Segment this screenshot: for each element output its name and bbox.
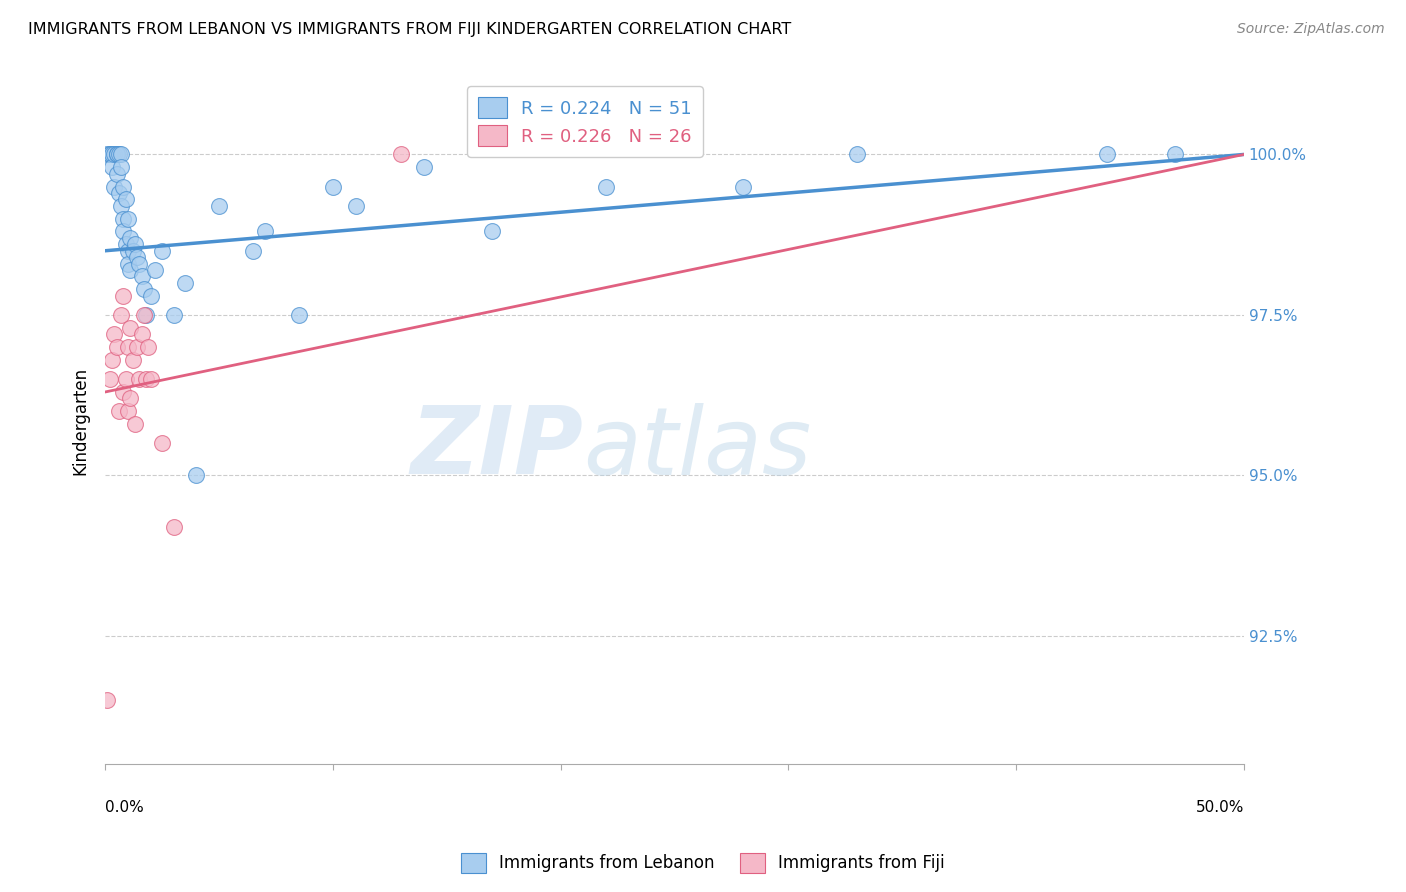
Text: Source: ZipAtlas.com: Source: ZipAtlas.com [1237, 22, 1385, 37]
Point [103, 179, 125, 194]
Point [105, 340, 128, 354]
Point [481, 225, 503, 239]
Point [101, 352, 124, 367]
Point [105, 147, 128, 161]
Point [124, 417, 146, 431]
Point [1095, 147, 1118, 161]
Point [121, 244, 143, 258]
Legend: Immigrants from Lebanon, Immigrants from Fiji: Immigrants from Lebanon, Immigrants from… [454, 847, 952, 880]
Point [131, 327, 153, 342]
Text: IMMIGRANTS FROM LEBANON VS IMMIGRANTS FROM FIJI KINDERGARTEN CORRELATION CHART: IMMIGRANTS FROM LEBANON VS IMMIGRANTS FR… [28, 22, 792, 37]
Text: 0.0%: 0.0% [105, 799, 143, 814]
Point [110, 147, 132, 161]
Point [389, 147, 412, 161]
Point [96, 693, 118, 707]
Point [174, 276, 197, 290]
Point [108, 404, 131, 418]
Text: atlas: atlas [583, 403, 811, 494]
Point [208, 199, 231, 213]
Point [98, 147, 121, 161]
Point [112, 384, 135, 399]
Y-axis label: Kindergarten: Kindergarten [72, 367, 89, 475]
Point [117, 404, 139, 418]
Legend: R = 0.224   N = 51, R = 0.226   N = 26: R = 0.224 N = 51, R = 0.226 N = 26 [467, 87, 703, 157]
Point [128, 372, 150, 386]
Point [413, 161, 436, 175]
Point [98, 147, 121, 161]
Point [120, 263, 142, 277]
Point [112, 225, 135, 239]
Point [1164, 147, 1187, 161]
Point [131, 269, 153, 284]
Point [105, 167, 128, 181]
Point [138, 340, 160, 354]
Point [120, 231, 142, 245]
Point [110, 308, 132, 322]
Point [112, 179, 135, 194]
Point [287, 308, 309, 322]
Point [105, 147, 128, 161]
Point [127, 340, 149, 354]
Point [98, 372, 121, 386]
Point [114, 193, 136, 207]
Point [96, 147, 118, 161]
Point [101, 147, 124, 161]
Point [103, 147, 125, 161]
Point [731, 179, 754, 194]
Point [162, 520, 184, 534]
Point [117, 340, 139, 354]
Point [132, 308, 155, 322]
Point [117, 244, 139, 258]
Point [150, 436, 173, 450]
Point [150, 244, 173, 258]
Point [101, 161, 124, 175]
Point [162, 308, 184, 322]
Point [124, 237, 146, 252]
Point [120, 320, 142, 334]
Text: 50.0%: 50.0% [1195, 799, 1244, 814]
Point [242, 244, 264, 258]
Point [139, 288, 162, 302]
Point [103, 327, 125, 342]
Point [253, 225, 276, 239]
Point [108, 147, 131, 161]
Point [132, 282, 155, 296]
Point [110, 161, 132, 175]
Point [344, 199, 367, 213]
Point [845, 147, 868, 161]
Text: ZIP: ZIP [411, 402, 583, 494]
Point [108, 186, 131, 200]
Point [128, 257, 150, 271]
Point [117, 257, 139, 271]
Point [112, 211, 135, 226]
Point [112, 288, 135, 302]
Point [143, 263, 166, 277]
Point [135, 308, 157, 322]
Point [114, 372, 136, 386]
Point [322, 179, 344, 194]
Point [127, 250, 149, 264]
Point [186, 468, 208, 483]
Point [120, 392, 142, 406]
Point [139, 372, 162, 386]
Point [117, 211, 139, 226]
Point [595, 179, 617, 194]
Point [110, 199, 132, 213]
Point [121, 352, 143, 367]
Point [135, 372, 157, 386]
Point [114, 237, 136, 252]
